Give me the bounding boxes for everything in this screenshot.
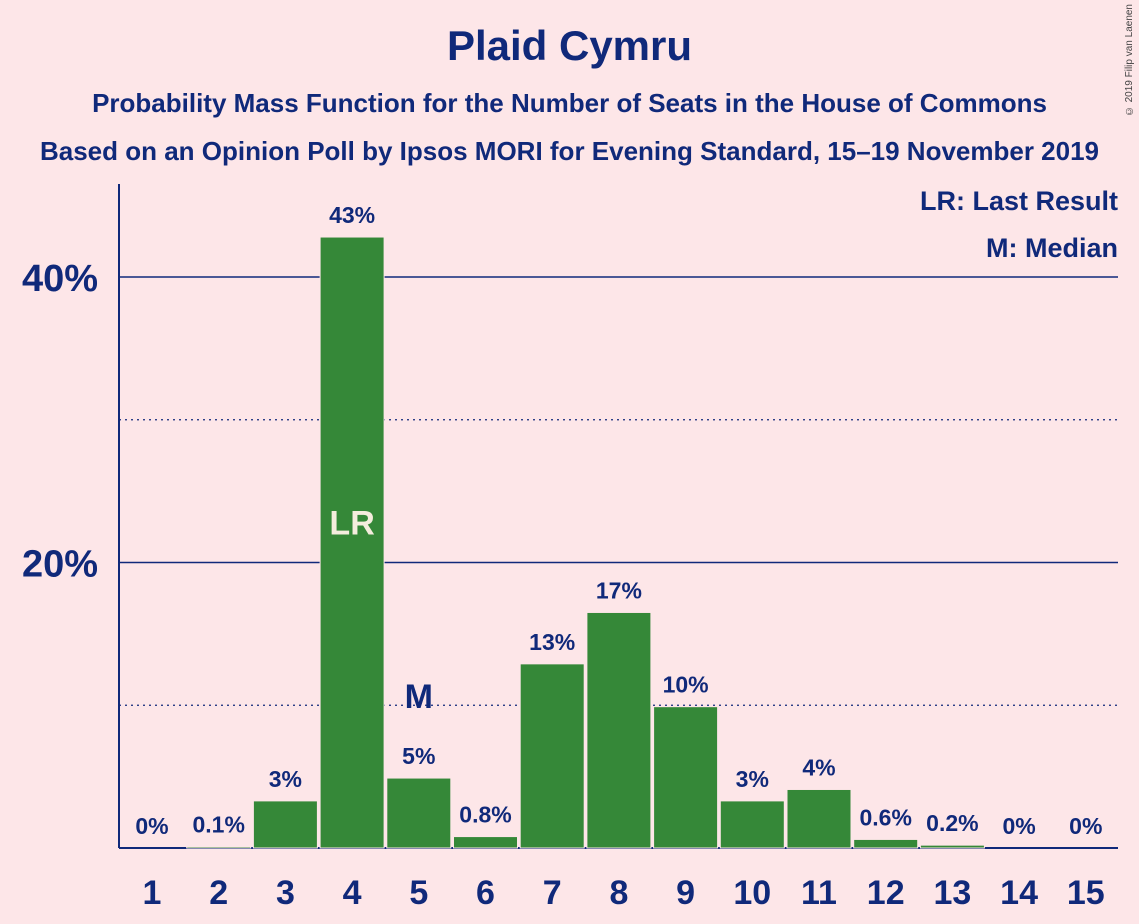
x-tick-label-2: 2 — [209, 874, 228, 912]
chart-title: Plaid Cymru — [446, 22, 693, 69]
legend-median: M: Median — [986, 233, 1118, 263]
x-tick-label-9: 9 — [676, 874, 695, 912]
bar-value-label-12: 0.6% — [859, 804, 911, 830]
chart-subtitle: Probability Mass Function for the Number… — [92, 88, 1047, 118]
chart-subtitle-poll: Based on an Opinion Poll by Ipsos MORI f… — [39, 136, 1100, 166]
legend-last-result: LR: Last Result — [920, 186, 1118, 216]
x-tick-label-5: 5 — [409, 874, 428, 912]
x-tick-label-1: 1 — [143, 874, 162, 912]
bar-9 — [653, 706, 719, 849]
last-result-marker: LR — [329, 505, 374, 543]
bar-value-label-5: 5% — [402, 743, 435, 769]
bar-12 — [853, 838, 919, 849]
bar-8 — [586, 611, 652, 849]
bar-5 — [386, 777, 452, 849]
bar-6 — [453, 836, 518, 849]
bar-value-label-2: 0.1% — [192, 812, 244, 838]
bar-value-label-4: 43% — [329, 202, 375, 228]
x-tick-label-15: 15 — [1067, 874, 1105, 912]
x-tick-label-14: 14 — [1000, 874, 1038, 912]
bar-value-label-15: 0% — [1069, 813, 1102, 839]
x-tick-label-13: 13 — [933, 874, 971, 912]
bar-7 — [519, 663, 585, 849]
bar-value-label-9: 10% — [663, 672, 709, 698]
bar-value-label-11: 4% — [802, 754, 835, 780]
bar-value-label-1: 0% — [135, 813, 168, 839]
bar-value-label-3: 3% — [269, 766, 302, 792]
bar-11 — [786, 788, 852, 849]
bar-value-label-7: 13% — [529, 629, 575, 655]
bar-3 — [252, 800, 318, 849]
bar-value-label-13: 0.2% — [926, 810, 978, 836]
bar-4 — [319, 236, 385, 849]
y-tick-label-1: 40% — [22, 258, 98, 300]
x-tick-label-7: 7 — [543, 874, 562, 912]
x-tick-label-4: 4 — [343, 874, 362, 912]
bar-value-label-14: 0% — [1002, 813, 1035, 839]
median-marker: M — [405, 678, 433, 716]
x-tick-label-8: 8 — [609, 874, 628, 912]
y-tick-label-0: 20% — [22, 544, 98, 586]
x-tick-label-10: 10 — [733, 874, 771, 912]
bar-value-label-10: 3% — [736, 766, 769, 792]
bar-value-label-6: 0.8% — [459, 802, 511, 828]
x-tick-label-6: 6 — [476, 874, 495, 912]
bar-13 — [919, 844, 985, 849]
x-tick-label-3: 3 — [276, 874, 295, 912]
bar-10 — [719, 800, 785, 849]
bar-2 — [186, 846, 252, 849]
x-tick-label-12: 12 — [867, 874, 905, 912]
bar-value-label-8: 17% — [596, 577, 642, 603]
x-tick-label-11: 11 — [801, 874, 837, 912]
